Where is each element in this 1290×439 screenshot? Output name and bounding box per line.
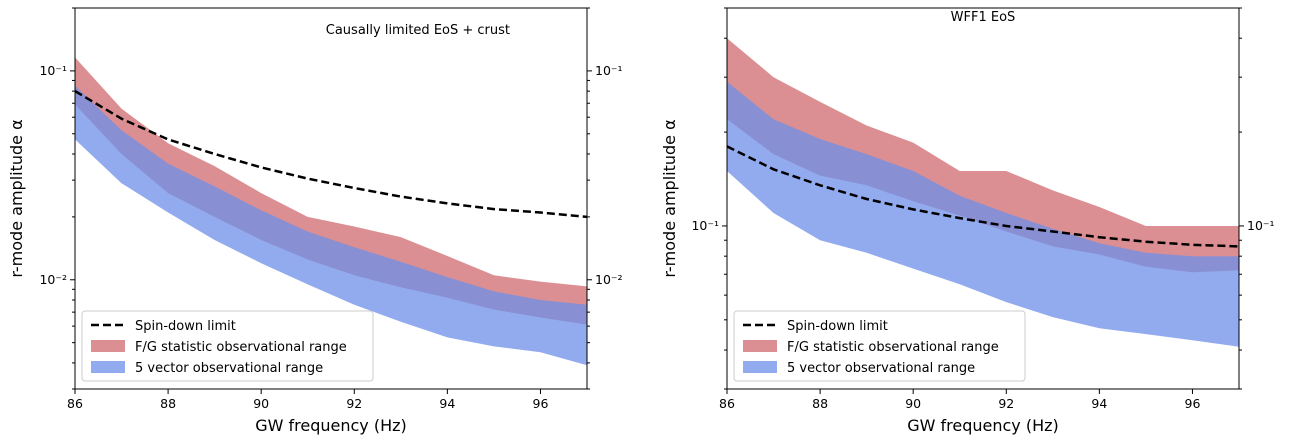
legend-label: Spin-down limit (135, 319, 236, 334)
legend-label: Spin-down limit (787, 319, 888, 334)
x-tick-label: 88 (812, 396, 828, 411)
x-tick-label: 88 (160, 396, 176, 411)
five-vector-band (727, 81, 1239, 347)
bands-group (75, 57, 587, 366)
bands-group (727, 38, 1239, 347)
legend-swatch-band (91, 361, 125, 373)
legend: Spin-down limit F/G statistic observation… (81, 310, 374, 382)
x-axis-label: GW frequency (Hz) (255, 416, 407, 435)
spin-down-limit-line (75, 90, 587, 219)
legend-swatch-band (91, 340, 125, 352)
y-tick-label-left: 10⁻¹ (39, 63, 67, 78)
x-axis-label: GW frequency (Hz) (907, 416, 1059, 435)
legend-swatch-band (743, 340, 777, 352)
y-tick-label-right: 10⁻¹ (595, 63, 623, 78)
legend-label: F/G statistic observational range (135, 340, 347, 355)
legend: Spin-down limit F/G statistic observation… (733, 310, 1026, 382)
ticks-group: 86 88 90 92 94 96 10⁻¹ 10⁻¹ (691, 7, 1275, 411)
ticks-group: 86 88 90 92 94 96 10⁻¹ 10⁻² 10⁻¹ 10⁻² (39, 7, 623, 411)
x-tick-label: 90 (905, 396, 921, 411)
y-tick-label-right: 10⁻² (595, 272, 623, 287)
legend-label: 5 vector observational range (135, 361, 323, 376)
chart-panel-right: 86 88 90 92 94 96 10⁻¹ 10⁻¹ WFF1 EoS GW frequen… (660, 7, 1275, 435)
y-tick-label-left: 10⁻² (39, 272, 67, 287)
lines-group (727, 145, 1239, 248)
lines-group (75, 90, 587, 219)
x-tick-label: 94 (1091, 396, 1107, 411)
chart-title: Causally limited EoS + crust (326, 23, 510, 38)
x-tick-label: 92 (998, 396, 1014, 411)
plot-frame (74, 7, 588, 390)
x-tick-label: 96 (533, 396, 549, 411)
x-tick-label: 94 (439, 396, 455, 411)
fg-statistic-band (727, 38, 1239, 273)
x-tick-label: 86 (719, 396, 735, 411)
legend-swatch-band (743, 361, 777, 373)
legend-label: F/G statistic observational range (787, 340, 999, 355)
spin-down-limit-line (727, 145, 1239, 248)
legend-label: 5 vector observational range (787, 361, 975, 376)
y-axis-label: r-mode amplitude α (660, 119, 679, 277)
chart-title: WFF1 EoS (951, 10, 1016, 25)
legend-box (733, 310, 1026, 382)
five-vector-band (75, 85, 587, 366)
y-axis-label: r-mode amplitude α (7, 119, 26, 277)
y-tick-label-left: 10⁻¹ (691, 218, 719, 233)
chart-panel-left: 86 88 90 92 94 96 10⁻¹ 10⁻² 10⁻¹ 10⁻² Causally li… (7, 7, 623, 435)
legend-box (81, 310, 374, 382)
x-tick-label: 86 (67, 396, 83, 411)
x-tick-label: 92 (346, 396, 362, 411)
y-tick-label-right: 10⁻¹ (1247, 218, 1275, 233)
plot-frame (726, 7, 1240, 390)
x-tick-label: 90 (253, 396, 269, 411)
x-tick-label: 96 (1185, 396, 1201, 411)
